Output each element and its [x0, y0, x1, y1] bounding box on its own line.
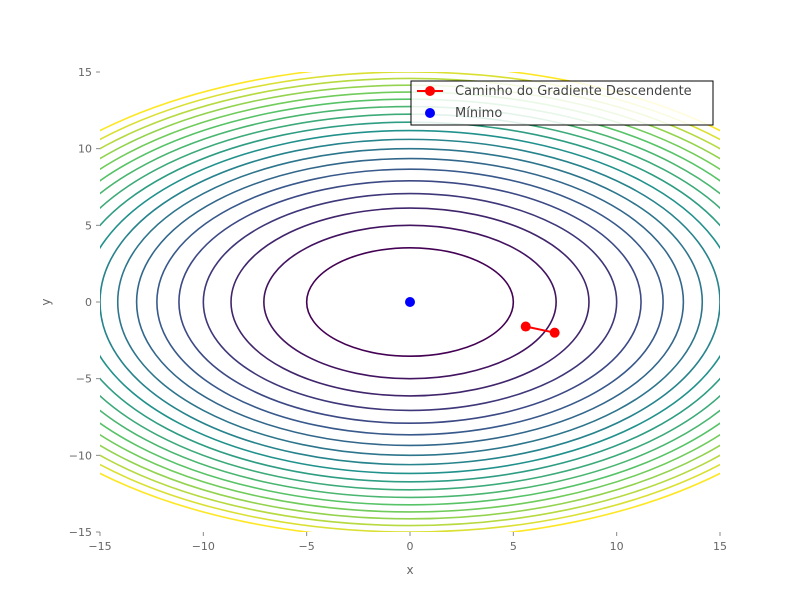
contour-line-14	[100, 98, 720, 506]
contour-line-4	[202, 192, 618, 412]
contour-lines	[100, 72, 720, 532]
contour-line-9	[100, 138, 720, 466]
legend-box	[410, 80, 714, 126]
x-tick-label: −10	[192, 540, 215, 553]
y-tick-label: 0	[85, 296, 92, 309]
x-tick-label: 0	[407, 540, 414, 553]
contour-line-10	[100, 129, 720, 475]
contour-line-13	[100, 105, 720, 499]
contour-line-2	[263, 224, 557, 380]
axes: −15 −10 −5 0 5 10 15 −15 −10 −5 0 5 10 15	[69, 66, 727, 553]
x-axis-label: x	[406, 563, 413, 577]
contour-line-6	[156, 168, 664, 436]
series-1-point-2	[520, 321, 531, 332]
y-tick-label: 15	[78, 66, 92, 79]
legend-path-marker-swatch	[425, 86, 435, 96]
y-tick-label: −15	[69, 526, 92, 539]
contour-line-3	[230, 207, 590, 397]
series-1-point-1	[549, 327, 560, 338]
contour-line-1	[305, 246, 515, 358]
contour-line-12	[100, 113, 720, 491]
y-tick-label: −5	[76, 373, 92, 386]
contour-line-11	[100, 121, 720, 483]
contour-line-8	[116, 147, 704, 457]
x-tick-label: 5	[510, 540, 517, 553]
x-tick-label: −15	[88, 540, 111, 553]
contour-line-5	[178, 179, 642, 425]
data-series	[405, 297, 560, 338]
contour-line-18	[100, 72, 720, 532]
y-tick-label: 5	[85, 219, 92, 232]
series-2-point-1	[405, 297, 415, 307]
x-tick-label: −5	[299, 540, 315, 553]
y-tick-label: −10	[69, 449, 92, 462]
contour-line-15	[100, 91, 720, 513]
y-axis-label: y	[39, 298, 53, 305]
y-tick-label: 10	[78, 143, 92, 156]
contour-line-19	[100, 72, 720, 532]
legend-path-label: Caminho do Gradiente Descendente	[455, 84, 692, 99]
legend-minimum-marker-swatch	[425, 108, 435, 118]
legend-minimum-label: Mínimo	[455, 106, 502, 121]
x-tick-label: 15	[713, 540, 727, 553]
x-tick-label: 10	[610, 540, 624, 553]
legend: Caminho do Gradiente Descendente Mínimo	[410, 80, 714, 126]
contour-line-16	[100, 84, 720, 520]
contour-line-17	[100, 77, 720, 527]
contour-line-7	[135, 157, 685, 447]
